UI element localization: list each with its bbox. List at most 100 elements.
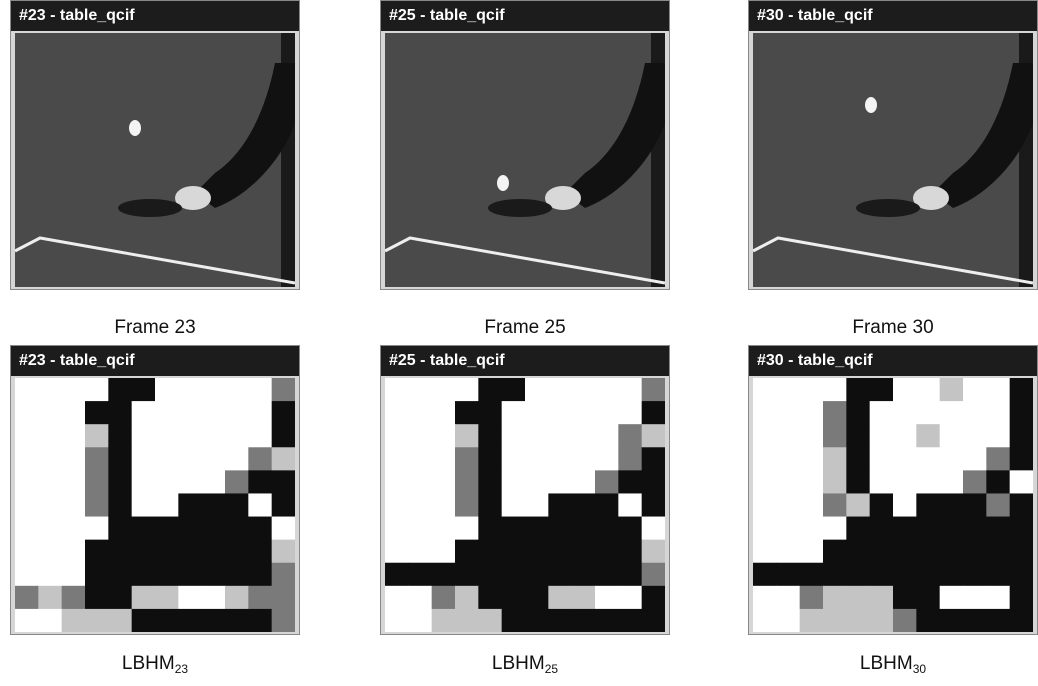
block [893,609,917,632]
block [272,424,295,448]
ball [129,120,141,136]
block [940,517,964,541]
block [940,424,964,448]
block [800,517,824,541]
block [963,401,987,425]
block [916,563,940,587]
block [1010,517,1033,541]
block [525,586,549,610]
block [916,401,940,425]
block [38,424,62,448]
block [986,586,1010,610]
block [916,609,940,632]
block [823,517,847,541]
block [225,378,249,402]
block [893,447,917,471]
block [132,517,156,541]
block [940,447,964,471]
block [62,609,86,632]
block [62,493,86,517]
block [248,609,272,632]
block [893,517,917,541]
title-bar: #25 - table_qcif [381,1,669,31]
block [548,401,572,425]
block [478,470,502,494]
block [408,493,432,517]
block [618,424,642,448]
caption-subscript: 23 [175,662,188,676]
block [85,401,109,425]
title-bar: #25 - table_qcif [381,346,669,376]
title-bar: #30 - table_qcif [749,1,1037,31]
block [642,517,665,541]
block [940,470,964,494]
caption: Frame 25 [380,317,670,339]
block [618,563,642,587]
block [502,447,526,471]
block [823,378,847,402]
block [478,401,502,425]
block [776,447,800,471]
block [916,378,940,402]
caption: LBHM23 [10,653,300,676]
block [776,586,800,610]
block [548,447,572,471]
block [963,540,987,564]
block [432,493,456,517]
block [893,378,917,402]
block [62,586,86,610]
block [155,540,179,564]
block [776,378,800,402]
block [385,378,409,402]
window: #25 - table_qcif [380,345,670,635]
image [15,378,295,632]
block [986,493,1010,517]
block [572,563,596,587]
block [753,609,777,632]
block [85,609,109,632]
block [85,378,109,402]
block [408,517,432,541]
block [202,470,226,494]
block [455,401,479,425]
caption: LBHM30 [748,653,1038,676]
block [595,424,619,448]
block [178,401,202,425]
block [753,517,777,541]
block [478,540,502,564]
block [225,609,249,632]
block [502,401,526,425]
block [642,378,665,402]
block [502,563,526,587]
block [916,540,940,564]
title-bar: #23 - table_qcif [11,346,299,376]
block [502,540,526,564]
block [940,586,964,610]
block [62,563,86,587]
block [408,609,432,632]
block [455,378,479,402]
block [1010,378,1033,402]
block [986,447,1010,471]
block [432,609,456,632]
block [178,586,202,610]
block [870,447,894,471]
block [916,447,940,471]
block [963,378,987,402]
block [502,586,526,610]
block [225,586,249,610]
block [502,378,526,402]
block [178,609,202,632]
block [155,470,179,494]
block [800,493,824,517]
block [986,470,1010,494]
block [108,540,132,564]
block [548,470,572,494]
image [385,33,665,287]
block [776,493,800,517]
block [408,424,432,448]
block [432,424,456,448]
block [272,378,295,402]
block [15,470,39,494]
block [893,470,917,494]
